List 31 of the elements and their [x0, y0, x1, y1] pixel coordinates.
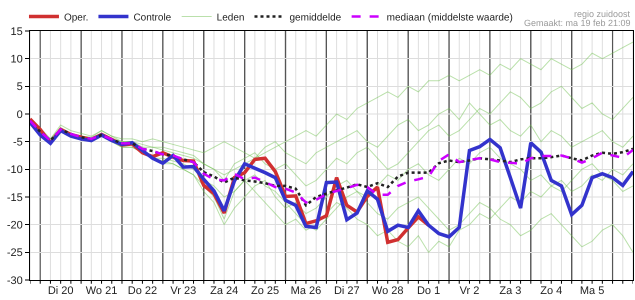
legend-label: Leden: [216, 12, 244, 24]
y-tick-label: -15: [6, 192, 23, 204]
x-tick-label: Ma 26: [290, 285, 322, 298]
x-tick-label: Do 1: [416, 285, 440, 298]
y-tick-label: -5: [13, 136, 23, 149]
legend-label: mediaan (middelste waarde): [386, 12, 513, 24]
legend-label: gemiddelde: [289, 12, 342, 24]
text: regio zuidoost: [574, 9, 631, 19]
legend-label: Oper.: [64, 12, 88, 24]
x-tick-label: Wo 21: [86, 285, 118, 298]
x-tick-label: Di 20: [48, 285, 74, 298]
x-tick-label: Ma 5: [580, 285, 604, 298]
y-tick-label: -10: [6, 164, 23, 176]
x-tick-label: Za 24: [210, 285, 238, 298]
legend-label: Controle: [133, 12, 172, 24]
y-tick-label: 10: [10, 54, 23, 66]
x-tick-label: Wo 28: [372, 285, 404, 298]
y-tick-label: -20: [6, 220, 23, 232]
text: Gemaakt: ma 19 feb 21:09: [524, 18, 631, 28]
y-tick-label: 15: [10, 26, 23, 38]
x-tick-label: Zo 4: [540, 285, 562, 298]
y-tick-label: 5: [16, 81, 23, 94]
x-tick-label: Zo 25: [251, 285, 280, 298]
x-tick-label: Do 22: [128, 285, 158, 298]
x-tick-label: Vr 2: [460, 285, 480, 298]
x-tick-label: Vr 23: [170, 285, 196, 298]
x-tick-label: Za 3: [499, 285, 522, 298]
y-tick-label: -30: [6, 274, 23, 287]
x-tick-label: Di 27: [334, 285, 360, 298]
y-tick-label: -25: [6, 247, 23, 260]
y-tick-label: 0: [16, 108, 23, 121]
